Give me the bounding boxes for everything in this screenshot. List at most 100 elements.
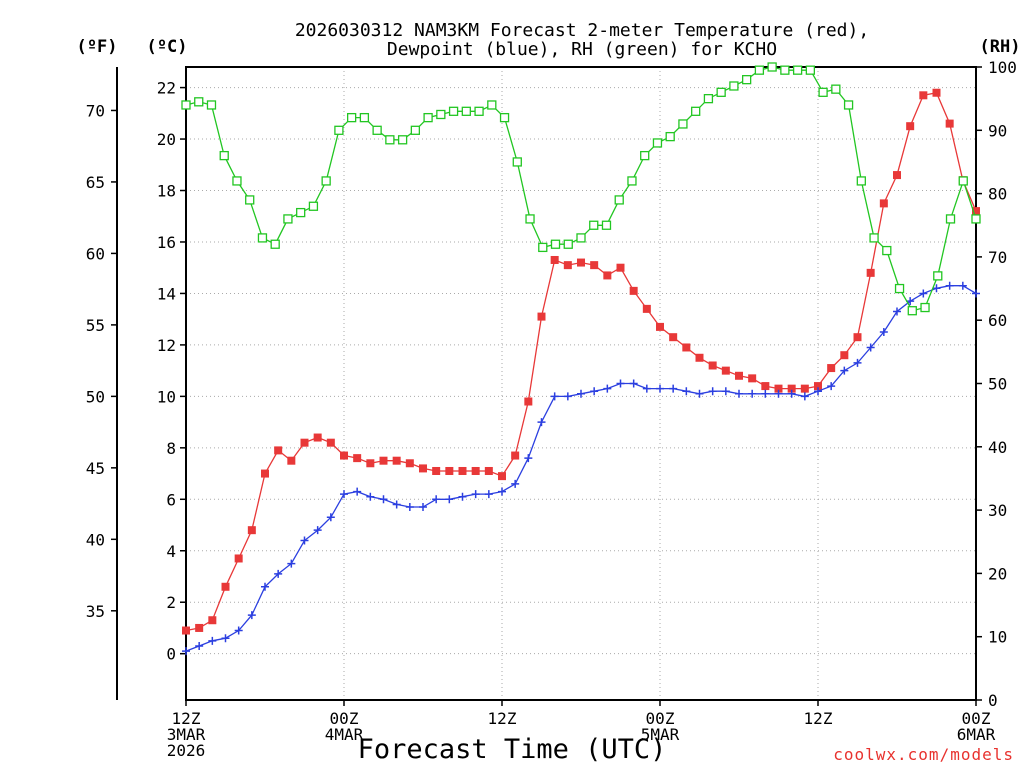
rh-point (219, 150, 229, 161)
temperature-point (511, 451, 520, 460)
temperature-point (445, 466, 454, 475)
temperature-point (590, 261, 599, 270)
dewpoint-point (577, 389, 585, 398)
x-tick-label: 12Z (488, 709, 517, 728)
temperature-point (787, 384, 796, 393)
temperature-point (234, 554, 243, 563)
rh-point (474, 106, 484, 116)
temperature-point (840, 351, 849, 360)
dewpoint-point (182, 647, 190, 656)
dewpoint-point (195, 641, 204, 650)
fahrenheit-unit-label: (ºF) (77, 37, 118, 57)
temperature-point (629, 286, 638, 295)
rh-point (512, 157, 522, 167)
temperature-point (879, 199, 888, 208)
dewpoint-point (945, 281, 954, 290)
temperature-point (498, 472, 506, 481)
dewpoint-point (274, 569, 283, 578)
dewpoint-point (840, 366, 849, 375)
dewpoint-point (748, 389, 757, 398)
temperature-point (221, 582, 230, 591)
x-tick-label: 3MAR (167, 725, 206, 744)
rh-series (181, 62, 981, 316)
dewpoint-point (774, 389, 783, 398)
rh-point (448, 106, 459, 116)
chart-title-line-1: 2026030312 NAM3KM Forecast 2-meter Tempe… (295, 20, 869, 41)
rh-point (652, 138, 663, 148)
rh-point (843, 100, 854, 110)
temperature-point (537, 312, 546, 321)
temperature-point (458, 466, 467, 475)
rh-point (971, 214, 981, 224)
rh-point (550, 239, 561, 249)
temperature-point (721, 366, 730, 375)
rh-point (945, 214, 956, 224)
dewpoint-point (326, 513, 335, 522)
dewpoint-point (287, 559, 296, 568)
dewpoint-point (669, 384, 678, 393)
rh-point (181, 100, 191, 110)
rh-point (538, 242, 548, 253)
dewpoint-point (735, 389, 743, 398)
dewpoint-point (642, 384, 651, 393)
rh-tick-label: 40 (988, 438, 1007, 457)
rh-tick-label: 0 (988, 691, 998, 710)
temperature-point (814, 382, 822, 391)
dewpoint-point (392, 500, 401, 509)
celsius-tick-label: 20 (157, 130, 176, 149)
dewpoint-point (353, 487, 362, 496)
dewpoint-point (814, 387, 822, 396)
rh-point (601, 220, 612, 230)
dewpoint-point (537, 418, 546, 427)
temperature-point (313, 433, 322, 442)
temperature-point (484, 466, 493, 475)
rh-tick-label: 100 (988, 58, 1017, 77)
temperature-point (577, 258, 585, 267)
dewpoint-point (629, 379, 638, 388)
fahrenheit-tick-label: 55 (86, 316, 105, 335)
rh-point (410, 125, 421, 135)
rh-point (716, 87, 726, 97)
temperature-point (919, 91, 928, 100)
rh-point (346, 112, 357, 123)
celsius-tick-label: 10 (157, 387, 176, 406)
dewpoint-point (419, 503, 427, 512)
fahrenheit-tick-label: 70 (86, 101, 105, 120)
rh-point (232, 176, 242, 186)
temperature-point (182, 626, 190, 635)
temperature-point (287, 456, 296, 465)
rh-point (920, 302, 930, 313)
rh-point (640, 150, 650, 161)
rh-point (270, 239, 280, 249)
rh-point (614, 195, 624, 205)
rh-point (206, 100, 217, 110)
chart-title-line-2: Dewpoint (blue), RH (green) for KCHO (387, 39, 777, 60)
dewpoint-point (524, 454, 533, 463)
dewpoint-point (550, 392, 559, 401)
celsius-tick-label: 8 (166, 439, 176, 458)
celsius-tick-label: 4 (166, 542, 176, 561)
rh-point (780, 65, 790, 75)
temperature-point (326, 438, 335, 447)
dewpoint-point (563, 392, 572, 401)
rh-point (729, 81, 739, 91)
temperature-point (748, 374, 757, 383)
rh-tick-label: 10 (988, 628, 1007, 647)
rh-point (741, 75, 752, 85)
dewpoint-point (800, 392, 809, 401)
dewpoint-point (511, 479, 520, 488)
rh-point (563, 239, 573, 249)
dewpoint-point (761, 389, 770, 398)
dewpoint-point (932, 284, 941, 293)
rh-point (882, 245, 892, 256)
rh-point (308, 201, 319, 211)
rh-point (589, 220, 599, 230)
x-tick-label: 12Z (172, 709, 201, 728)
fahrenheit-tick-label: 40 (86, 530, 105, 549)
dewpoint-point (379, 495, 388, 504)
celsius-tick-label: 16 (157, 233, 176, 252)
rh-point (461, 106, 471, 116)
rh-point (423, 112, 433, 123)
dewpoint-point (261, 582, 269, 591)
temperature-point (695, 353, 704, 362)
